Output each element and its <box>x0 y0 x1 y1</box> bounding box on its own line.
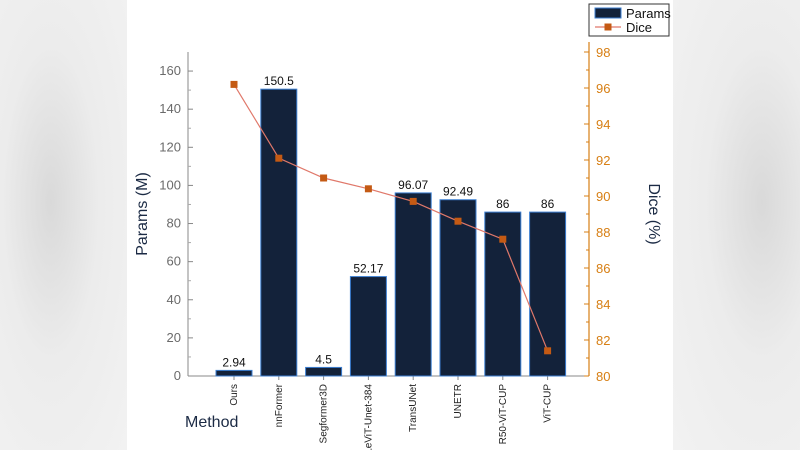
category-labels: Ours nnFormer Segformer3D LeViT-Unet-384 Tra… <box>229 383 554 450</box>
category-label: TransUNet <box>408 384 419 432</box>
bar-data-label: 4.5 <box>315 352 332 366</box>
category-label: ViT-CUP <box>543 384 554 423</box>
category-label: LeViT-Unet-384 <box>363 384 374 450</box>
legend-label-params: Params <box>626 6 671 21</box>
bar-series-params <box>215 88 567 377</box>
legend-marker-dice <box>604 23 612 31</box>
legend-swatch-params <box>594 7 622 19</box>
right-axis: 80 82 84 86 88 90 92 94 96 98 <box>584 42 610 384</box>
dice-point <box>364 185 372 193</box>
bar-nnformer <box>260 88 298 377</box>
right-tick-label: 94 <box>596 117 610 132</box>
dice-point <box>409 197 417 205</box>
category-label: nnFormer <box>274 383 285 427</box>
right-tick-label: 80 <box>596 369 610 384</box>
legend-label-dice: Dice <box>626 20 652 35</box>
bar-data-label: 86 <box>541 197 555 211</box>
left-tick-label: 140 <box>159 101 181 116</box>
category-label: Segformer3D <box>319 384 330 443</box>
bar-levit-unet-384 <box>349 276 387 377</box>
bar-segformer3d <box>305 366 343 377</box>
left-tick-label: 160 <box>159 63 181 78</box>
dice-point <box>320 174 328 182</box>
line-series-dice <box>230 80 552 355</box>
bar-data-label: 52.17 <box>353 262 383 276</box>
left-margin-backdrop <box>0 0 127 450</box>
right-margin-backdrop <box>673 0 800 450</box>
right-tick-label: 86 <box>596 261 610 276</box>
bar-data-label: 96.07 <box>398 178 428 192</box>
left-tick-label: 20 <box>167 330 181 345</box>
dice-point <box>275 154 283 162</box>
left-tick-label: 120 <box>159 139 181 154</box>
left-axis: 0 20 40 60 80 100 120 140 160 <box>159 52 589 383</box>
bar-data-label: 92.49 <box>443 185 473 199</box>
category-label: Ours <box>229 384 240 406</box>
dice-point <box>230 80 238 88</box>
right-tick-label: 98 <box>596 45 610 60</box>
dice-point <box>544 347 552 355</box>
bar-data-label: 86 <box>496 197 510 211</box>
dice-point <box>499 235 507 243</box>
bar-data-labels: 2.94 150.5 4.5 52.17 96.07 92.49 86 86 <box>222 74 554 369</box>
right-tick-label: 88 <box>596 225 610 240</box>
bar-unetr <box>439 199 477 377</box>
left-tick-label: 100 <box>159 177 181 192</box>
bar-transunet <box>394 192 432 377</box>
dice-line <box>233 84 549 352</box>
category-label: UNETR <box>453 384 464 418</box>
right-axis-title: Dice (%) <box>645 183 662 244</box>
dice-point <box>454 217 462 225</box>
left-tick-label: 40 <box>167 292 181 307</box>
right-tick-label: 84 <box>596 297 610 312</box>
bar-data-label: 150.5 <box>264 74 294 88</box>
category-label: R50-ViT-CUP <box>498 384 509 445</box>
left-axis-title: Params (M) <box>134 172 151 256</box>
right-tick-label: 82 <box>596 333 610 348</box>
right-tick-label: 92 <box>596 153 610 168</box>
left-tick-label: 0 <box>174 368 181 383</box>
bar-data-label: 2.94 <box>222 355 246 369</box>
left-tick-label: 80 <box>167 216 181 231</box>
chart-canvas: Params Dice 0 20 40 60 80 100 120 140 160 80 82 84 8… <box>127 0 673 450</box>
left-tick-label: 60 <box>167 254 181 269</box>
right-tick-label: 96 <box>596 81 610 96</box>
bar-ours <box>215 369 253 377</box>
right-tick-label: 90 <box>596 189 610 204</box>
x-axis-title: Method <box>185 414 238 431</box>
